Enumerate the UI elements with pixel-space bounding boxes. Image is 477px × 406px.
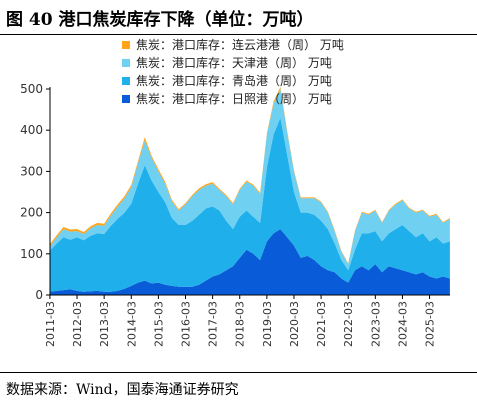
figure-title-bar: 图 40 港口焦炭库存下降（单位：万吨） xyxy=(0,0,477,35)
x-tick-label: 2012-03 xyxy=(71,301,84,347)
y-tick-label: 300 xyxy=(20,164,43,178)
x-tick-label: 2019-03 xyxy=(261,301,274,347)
data-source-note: 数据来源：Wind，国泰海通证券研究 xyxy=(6,382,239,398)
x-tick-label: 2014-03 xyxy=(125,301,138,347)
x-tick-label: 2018-03 xyxy=(234,301,247,347)
x-tick-label: 2016-03 xyxy=(180,301,193,347)
legend-swatch xyxy=(122,59,130,67)
legend-swatch xyxy=(122,77,130,85)
x-tick-label: 2015-03 xyxy=(152,301,165,347)
x-tick-label: 2020-03 xyxy=(288,301,301,347)
x-tick-label: 2023-03 xyxy=(369,301,382,347)
legend-swatch xyxy=(122,95,130,103)
x-tick-label: 2013-03 xyxy=(98,301,111,347)
legend-label: 焦炭：港口库存：天津港（周） 万吨 xyxy=(136,55,332,70)
figure-title: 图 40 港口焦炭库存下降（单位：万吨） xyxy=(6,10,314,30)
y-tick-label: 500 xyxy=(20,82,43,96)
y-tick-label: 400 xyxy=(20,123,43,137)
y-tick-label: 200 xyxy=(20,206,43,220)
source-divider xyxy=(0,372,477,373)
x-tick-label: 2022-03 xyxy=(342,301,355,347)
chart-area: 0 100 200 300 400 500 2011-03 2012-03 2013-03 201… xyxy=(20,37,450,347)
series-area-0 xyxy=(49,229,450,295)
legend-swatch xyxy=(122,41,130,49)
legend-label: 焦炭：港口库存：连云港港（周） 万吨 xyxy=(136,37,344,52)
series-area-1 xyxy=(49,117,450,292)
y-tick-label: 0 xyxy=(35,288,43,302)
x-tick-label: 2017-03 xyxy=(207,301,220,347)
x-tick-label: 2024-03 xyxy=(396,301,409,347)
x-tick-label: 2011-03 xyxy=(44,301,57,347)
y-tick-label: 100 xyxy=(20,247,43,261)
stacked-areas xyxy=(49,86,450,295)
legend-label: 焦炭：港口库存：青岛港（周） 万吨 xyxy=(136,73,332,88)
x-tick-label: 2021-03 xyxy=(315,301,328,347)
legend-label: 焦炭：港口库存：日照港（周） 万吨 xyxy=(136,91,332,106)
x-tick-label: 2025-03 xyxy=(424,301,437,347)
